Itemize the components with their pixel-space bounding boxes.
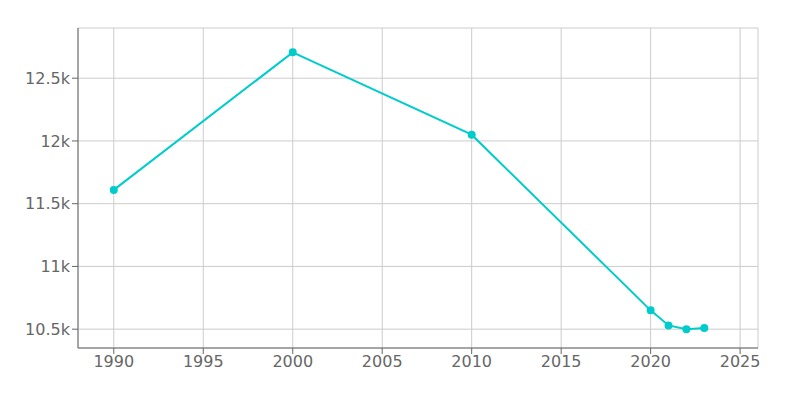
svg-text:2025: 2025 xyxy=(720,352,761,371)
svg-text:2005: 2005 xyxy=(362,352,403,371)
svg-text:1995: 1995 xyxy=(183,352,224,371)
svg-text:12.5k: 12.5k xyxy=(25,69,71,88)
svg-text:11k: 11k xyxy=(40,257,70,276)
svg-text:10.5k: 10.5k xyxy=(25,320,71,339)
svg-text:11.5k: 11.5k xyxy=(25,194,71,213)
svg-text:2010: 2010 xyxy=(451,352,492,371)
svg-text:12k: 12k xyxy=(40,132,70,151)
svg-text:2015: 2015 xyxy=(541,352,582,371)
svg-text:2000: 2000 xyxy=(272,352,313,371)
svg-text:1990: 1990 xyxy=(93,352,134,371)
svg-text:2020: 2020 xyxy=(630,352,671,371)
